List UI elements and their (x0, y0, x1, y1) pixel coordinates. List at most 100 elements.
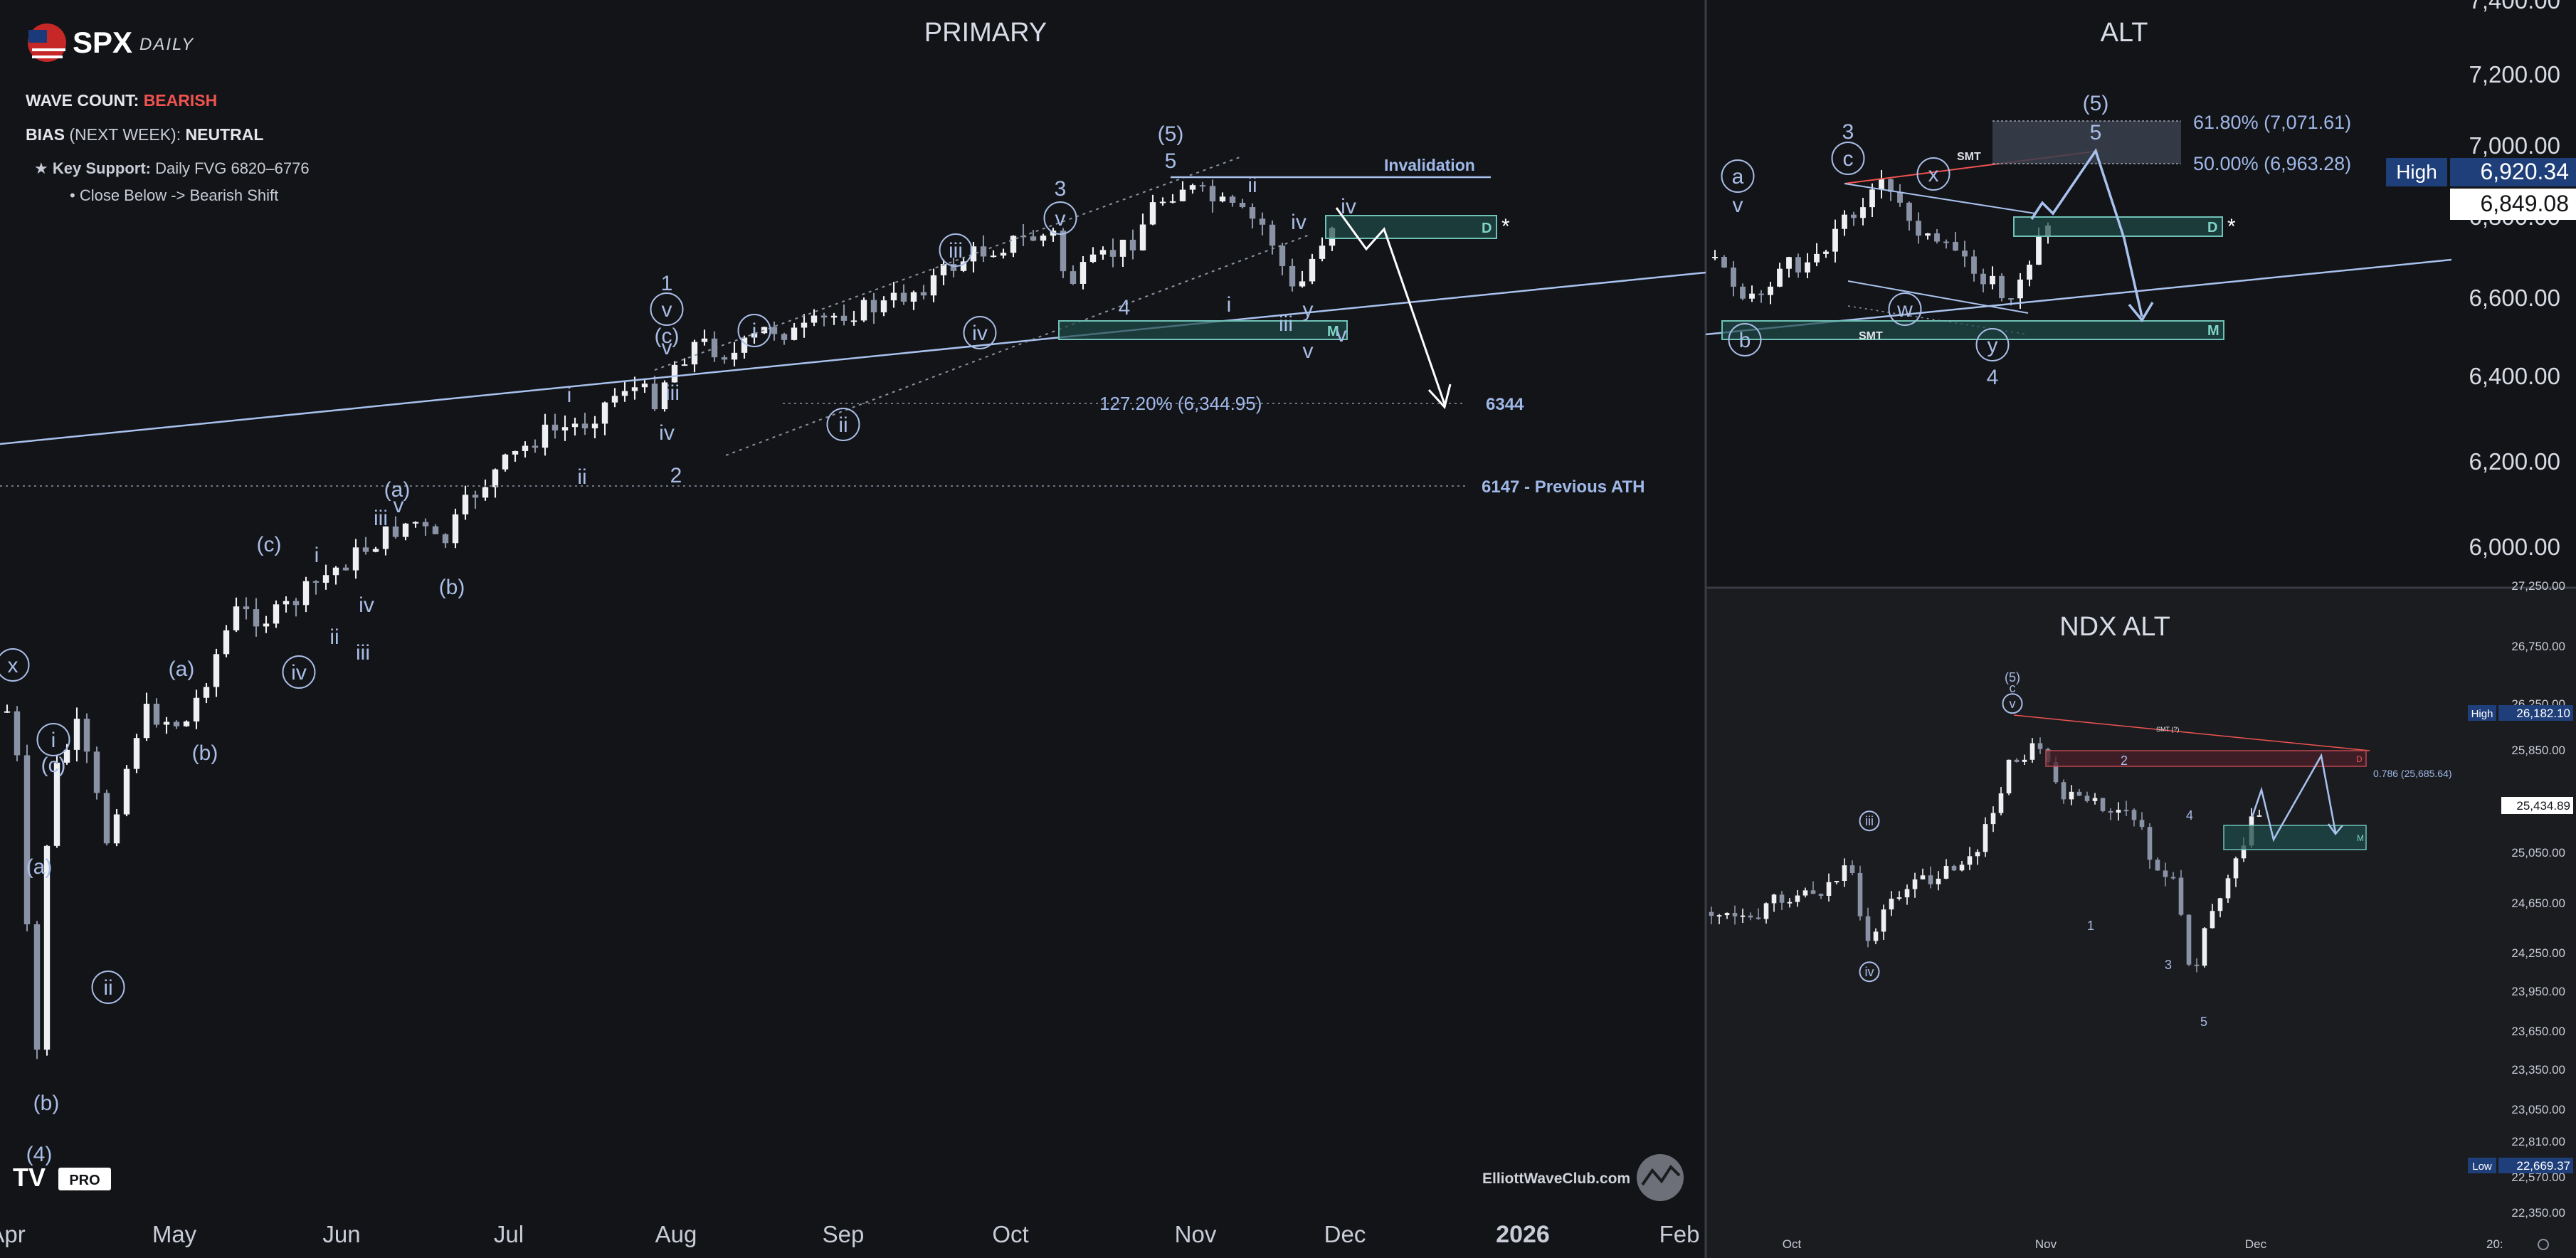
ndx-candle-68 (2241, 845, 2247, 859)
primary-candle-8 (83, 719, 90, 752)
alt-candle-13 (1832, 228, 1838, 252)
alt-smt-top: SMT (1957, 151, 1981, 163)
ndx-candle-63 (2202, 928, 2207, 966)
primary-wave-17: v (394, 494, 404, 517)
alt-wave-2: b (1739, 329, 1751, 352)
primary-candle-83 (830, 315, 838, 318)
primary-wave-28: i (752, 319, 757, 343)
primary-x-axis: Apr May Jun Jul Aug Sep Oct Nov Dec 2026 Feb (0, 1221, 1699, 1248)
primary-wave-12: i (315, 544, 320, 567)
ndx-candle-49 (2092, 798, 2098, 801)
primary-wave-circle-33 (1043, 201, 1077, 235)
ndx-candle-29 (1936, 878, 1941, 884)
primary-candle-91 (910, 292, 917, 302)
ndx-wave-5: 2 (2121, 754, 2128, 768)
primary-wave-6: ii (103, 976, 112, 1000)
primary-wave-44: iv (1341, 195, 1356, 218)
ndx-candle-46 (2069, 791, 2074, 800)
projected-arrow-icon (1427, 384, 1452, 410)
alt-candle-0 (1712, 256, 1718, 258)
primary-candle-128 (1279, 245, 1286, 266)
ndx-candle-22 (1881, 909, 1886, 932)
ndx-candle-17 (1842, 865, 1847, 882)
primary-x-tick-5: Sep (823, 1221, 865, 1247)
alt-high-tag: High 6,920.34 (2386, 158, 2576, 186)
alt-candle-3 (1740, 286, 1746, 299)
alt-zone-d-label: D (2207, 220, 2217, 236)
ndx-y-tick-6: 24,250.00 (2511, 946, 2565, 960)
ndx-low-tag: Low 22,669.37 (2468, 1158, 2573, 1173)
ndx-wave-8: 3 (2165, 958, 2172, 972)
ndx-candle-65 (2217, 898, 2223, 911)
ndx-candle-57 (2155, 860, 2160, 871)
primary-candle-109 (1089, 254, 1097, 263)
primary-candle-104 (1040, 236, 1047, 241)
primary-x-tick-6: Oct (992, 1221, 1028, 1247)
alt-candle-19 (1888, 179, 1894, 192)
alt-wave-9: y (1988, 334, 1998, 357)
ndx-candle-64 (2210, 911, 2215, 929)
alt-y-tick-0: 7,400.00 (2469, 0, 2560, 14)
ndx-candle-13 (1810, 890, 1816, 894)
primary-candle-77 (771, 327, 778, 334)
alt-candle-27 (1962, 250, 1968, 257)
ndx-candle-20 (1865, 916, 1871, 941)
alt-candle-17 (1869, 189, 1875, 208)
primary-candle-84 (840, 315, 848, 321)
primary-candle-20 (203, 687, 210, 698)
alt-wave-labels: av b 3 c x (5) 5 w y 4 (1721, 92, 2109, 389)
ndx-wave-circle-3 (1859, 810, 1880, 832)
ndx-candle-27 (1920, 875, 1926, 879)
ndx-candle-24 (1896, 897, 1902, 899)
primary-candle-88 (880, 300, 887, 312)
primary-candle-9 (93, 751, 100, 793)
primary-candle-52 (522, 445, 529, 451)
primary-wave-circle-31 (939, 233, 973, 267)
alt-wedge-lower (1847, 280, 2029, 314)
ndx-zone-d-label: D (2356, 754, 2363, 764)
primary-wave-4: x (8, 654, 19, 677)
alt-candle-30 (1990, 275, 1995, 285)
alt-zone-d-asterisk: * (2227, 215, 2236, 238)
primary-wave-22: iii (665, 381, 680, 405)
primary-x-tick-1: May (152, 1221, 197, 1247)
primary-wave-11: (c) (257, 533, 282, 556)
primary-candle-0 (4, 711, 11, 713)
primary-wave-32: 3 (1055, 177, 1067, 201)
ndx-candle-45 (2061, 782, 2066, 800)
ndx-x-tick-0: Oct (1783, 1237, 1802, 1251)
ndx-zone-m-label: M (2357, 833, 2364, 843)
alt-candle-25 (1943, 241, 1949, 243)
primary-candle-61 (611, 396, 618, 403)
settings-icon[interactable] (2538, 1239, 2549, 1250)
primary-candle-47 (472, 495, 479, 498)
support-star-icon: ★ (34, 159, 48, 177)
ndx-candle-5 (1748, 915, 1753, 918)
alt-panel (1706, 0, 2576, 587)
primary-wave-14: iv (359, 593, 374, 617)
primary-candle-132 (1319, 245, 1326, 259)
primary-candle-101 (1010, 236, 1017, 253)
primary-wave-29: ii (838, 413, 848, 437)
support-bullet: • Close Below -> Bearish Shift (70, 186, 424, 205)
alt-last-tag: 6,849.08 (2450, 189, 2576, 220)
ndx-candle-47 (2076, 791, 2082, 796)
primary-trendline (0, 271, 1706, 445)
primary-candle-82 (820, 315, 828, 318)
ndx-candle-44 (2053, 761, 2059, 783)
alt-wave-6: (5) (2083, 92, 2109, 115)
ndx-red-line (2013, 714, 2370, 751)
ndx-candle-33 (1967, 856, 1973, 865)
primary-wave-13: ii (329, 625, 339, 649)
primary-candle-25 (253, 609, 260, 627)
ndx-candle-54 (2131, 810, 2137, 820)
ndx-candle-1 (1716, 915, 1722, 917)
primary-wave-25: (c) (655, 324, 680, 348)
ndx-candle-38 (2006, 759, 2012, 793)
wave-count-value: BEARISH (143, 91, 218, 110)
zone-d-primary (1325, 215, 1497, 239)
alt-title: ALT (2101, 18, 2148, 48)
primary-candle-23 (233, 606, 240, 630)
primary-candle-80 (801, 322, 808, 328)
